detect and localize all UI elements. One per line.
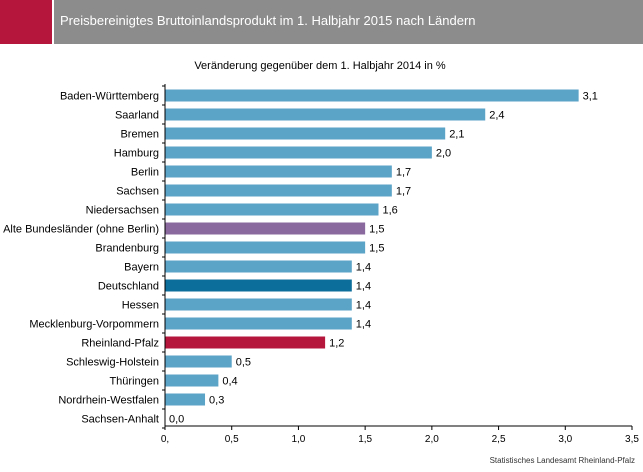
value-label-7: 1,6 [382,205,397,217]
bar-chart: Veränderung gegenüber dem 1. Halbjahr 20… [3,60,639,445]
value-label-18: 0,0 [169,414,184,426]
category-label-1: Baden-Württemberg [60,91,159,103]
header: Preisbereinigtes Bruttoinlandsprodukt im… [0,0,643,44]
value-label-11: 1,4 [356,281,371,293]
category-label-5: Berlin [131,167,159,179]
x-tick-label-7: 3,0 [558,434,572,445]
chart-title: Veränderung gegenüber dem 1. Halbjahr 20… [194,60,446,72]
bar-8 [165,222,366,235]
value-label-8: 1,5 [369,224,384,236]
category-label-7: Niedersachsen [86,205,159,217]
category-label-2: Saarland [115,110,159,122]
x-tick-label-2: 0,5 [225,434,239,445]
category-label-17: Nordrhein-Westfalen [58,395,159,407]
category-label-18: Sachsen-Anhalt [81,414,159,426]
value-label-15: 0,5 [236,357,251,369]
value-label-2: 2,4 [489,110,504,122]
value-label-13: 1,4 [356,319,371,331]
category-label-9: Brandenburg [95,243,159,255]
value-label-4: 2,0 [436,148,451,160]
bar-11 [165,279,352,292]
page-title: Preisbereinigtes Bruttoinlandsprodukt im… [60,13,476,28]
bar-13 [165,317,352,330]
bar-4 [165,146,432,159]
x-tick-label-4: 1,5 [358,434,372,445]
header-bar [54,0,643,44]
value-label-9: 1,5 [369,243,384,255]
bar-17 [165,393,206,406]
category-label-11: Deutschland [98,281,159,293]
bar-15 [165,355,232,368]
bar-5 [165,165,392,178]
bar-6 [165,184,392,197]
bar-9 [165,241,366,254]
x-tick-label-3: 1,0 [291,434,305,445]
source-note: Statistisches Landesamt Rheinland-Pfalz [489,456,635,465]
x-tick-label-5: 2,0 [425,434,439,445]
category-label-14: Rheinland-Pfalz [81,338,159,350]
category-label-13: Mecklenburg-Vorpommern [29,319,159,331]
bar-14 [165,336,326,349]
value-label-17: 0,3 [209,395,224,407]
category-label-15: Schleswig-Holstein [66,357,159,369]
value-label-3: 2,1 [449,129,464,141]
value-label-6: 1,7 [396,186,411,198]
value-label-10: 1,4 [356,262,371,274]
value-label-16: 0,4 [222,376,237,388]
x-tick-label-1: 0, [161,434,169,445]
category-label-12: Hessen [122,300,159,312]
value-label-14: 1,2 [329,338,344,350]
value-label-12: 1,4 [356,300,371,312]
x-tick-label-8: 3,5 [625,434,639,445]
bar-3 [165,127,446,140]
category-label-3: Bremen [120,129,159,141]
bar-12 [165,298,352,311]
category-label-8: Alte Bundesländer (ohne Berlin) [3,224,159,236]
value-label-1: 3,1 [583,91,598,103]
bar-7 [165,203,379,216]
bar-1 [165,89,579,102]
header-accent [0,0,52,44]
value-label-5: 1,7 [396,167,411,179]
category-label-6: Sachsen [116,186,159,198]
bar-2 [165,108,486,121]
category-label-10: Bayern [124,262,159,274]
x-tick-label-6: 2,5 [492,434,506,445]
bar-10 [165,260,352,273]
bar-16 [165,374,219,387]
category-label-16: Thüringen [109,376,159,388]
category-label-4: Hamburg [114,148,159,160]
